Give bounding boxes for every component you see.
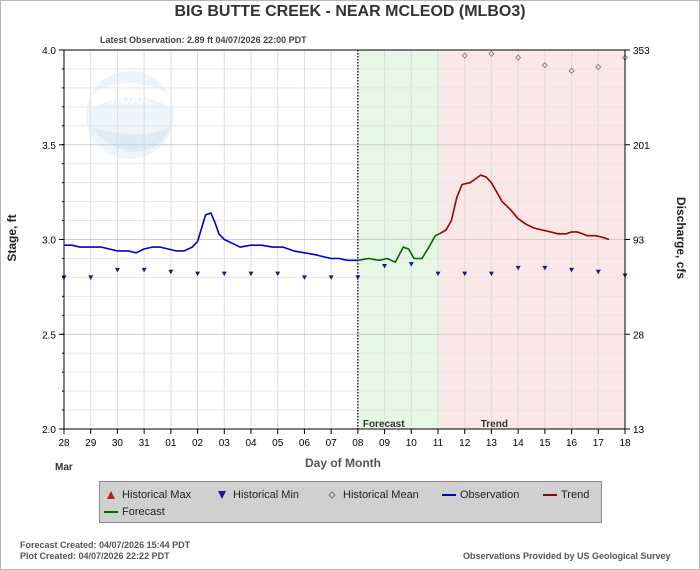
x-month-label: Mar bbox=[55, 462, 73, 473]
y-tick-label-right: 201 bbox=[633, 141, 650, 152]
legend-label: Historical Min bbox=[233, 489, 300, 502]
noaa-logo-text: NOAA bbox=[111, 92, 150, 107]
x-tick-label: 30 bbox=[112, 438, 124, 449]
historical-min-point bbox=[248, 271, 254, 277]
y-axis-right-title: Discharge, cfs bbox=[674, 196, 688, 280]
historical-mean-point bbox=[568, 67, 575, 74]
legend-item-historical-min: Historical Min bbox=[213, 487, 299, 503]
triangle-down-icon bbox=[213, 488, 231, 502]
historical-min-point bbox=[382, 264, 388, 269]
trend-region-label: Trend bbox=[481, 419, 508, 430]
data-credit-text: Observations Provided by US Geological S… bbox=[463, 551, 671, 561]
legend-label: Forecast bbox=[122, 506, 165, 519]
x-tick-label: 13 bbox=[486, 438, 498, 449]
line-green-icon bbox=[102, 505, 120, 519]
legend-item-historical-max: Historical Max bbox=[102, 487, 191, 503]
y-tick-label-left: 2.5 bbox=[42, 330, 56, 341]
x-tick-label: 10 bbox=[406, 438, 418, 449]
y-tick-label-right: 13 bbox=[633, 425, 645, 436]
series-line-trend bbox=[438, 174, 610, 241]
diamond-icon bbox=[323, 488, 341, 502]
y-tick-label-right: 28 bbox=[633, 330, 645, 341]
y-tick-label-right: 93 bbox=[633, 236, 645, 247]
y-axis-left-title: Stage, ft bbox=[5, 214, 19, 262]
historical-min-point bbox=[141, 267, 147, 273]
x-axis-title: Day of Month bbox=[305, 456, 381, 470]
historical-mean-point bbox=[541, 62, 548, 69]
historical-mean-point bbox=[461, 52, 468, 59]
x-tick-label: 12 bbox=[459, 438, 471, 449]
legend-item-historical-mean: Historical Mean bbox=[323, 487, 419, 503]
x-tick-label: 06 bbox=[299, 438, 311, 449]
legend-item-trend: Trend bbox=[541, 487, 589, 503]
x-tick-label: 04 bbox=[245, 438, 257, 449]
historical-min-point bbox=[328, 275, 334, 280]
noaa-logo: NOAA bbox=[86, 71, 174, 159]
x-tick-label: 31 bbox=[139, 438, 151, 449]
x-tick-label: 02 bbox=[192, 438, 204, 449]
legend-label: Historical Mean bbox=[343, 489, 419, 502]
historical-min-point bbox=[569, 267, 575, 273]
chart-title: BIG BUTTE CREEK - NEAR MCLEOD (MLBO3) bbox=[174, 3, 526, 20]
series-line-forecast bbox=[357, 233, 440, 263]
historical-min-point bbox=[515, 265, 521, 271]
line-red-icon bbox=[541, 488, 559, 502]
y-tick-label-left: 3.5 bbox=[42, 141, 56, 152]
historical-min-point bbox=[221, 271, 227, 277]
x-tick-label: 29 bbox=[85, 438, 97, 449]
x-tick-label: 15 bbox=[539, 438, 551, 449]
historical-min-point bbox=[301, 275, 307, 280]
x-tick-label: 07 bbox=[326, 438, 338, 449]
historical-mean-point bbox=[515, 54, 522, 61]
y-tick-label-left: 2.0 bbox=[42, 425, 56, 436]
historical-min-point bbox=[542, 265, 548, 271]
x-tick-label: 08 bbox=[352, 438, 364, 449]
x-tick-label: 14 bbox=[513, 438, 525, 449]
x-tick-label: 28 bbox=[58, 438, 70, 449]
y-tick-label-left: 3.0 bbox=[42, 236, 56, 247]
forecast-created-text: Forecast Created: 04/07/2026 15:44 PDT bbox=[20, 540, 191, 550]
x-tick-label: 17 bbox=[593, 438, 605, 449]
x-tick-label: 11 bbox=[433, 438, 444, 449]
x-tick-label: 09 bbox=[379, 438, 391, 449]
historical-min-point bbox=[88, 275, 94, 280]
forecast-region-label: Forecast bbox=[363, 419, 405, 430]
historical-min-point bbox=[114, 267, 120, 273]
historical-min-point bbox=[355, 275, 361, 280]
historical-mean-point bbox=[488, 50, 495, 57]
historical-min-point bbox=[595, 269, 601, 275]
historical-min-point bbox=[408, 262, 414, 267]
historical-min-point bbox=[168, 269, 174, 275]
y-tick-label-right: 353 bbox=[633, 46, 650, 57]
line-blue-icon bbox=[440, 488, 458, 502]
x-tick-label: 18 bbox=[619, 438, 631, 449]
legend-item-forecast: Forecast bbox=[102, 504, 165, 520]
latest-observation: Latest Observation: 2.89 ft 04/07/2026 2… bbox=[100, 35, 307, 45]
historical-min-point bbox=[195, 271, 201, 277]
legend: Historical Max Historical Min Historical… bbox=[99, 481, 602, 523]
legend-item-observation: Observation bbox=[440, 487, 519, 503]
plot-created-text: Plot Created: 04/07/2026 22:22 PDT bbox=[20, 551, 170, 561]
x-tick-label: 16 bbox=[566, 438, 578, 449]
historical-min-point bbox=[275, 271, 281, 277]
legend-label: Trend bbox=[561, 489, 590, 502]
historical-mean-point bbox=[595, 63, 602, 71]
x-tick-label: 05 bbox=[272, 438, 284, 449]
historical-min-point bbox=[488, 271, 494, 277]
series-line-observation bbox=[64, 212, 358, 262]
x-tick-label: 03 bbox=[219, 438, 231, 449]
historical-min-point bbox=[462, 271, 468, 277]
legend-label: Observation bbox=[460, 489, 520, 502]
triangle-up-icon bbox=[102, 488, 120, 502]
historical-min-point bbox=[435, 271, 441, 277]
y-tick-label-left: 4.0 bbox=[42, 46, 56, 57]
x-tick-label: 01 bbox=[165, 438, 177, 449]
legend-label: Historical Max bbox=[122, 489, 192, 502]
